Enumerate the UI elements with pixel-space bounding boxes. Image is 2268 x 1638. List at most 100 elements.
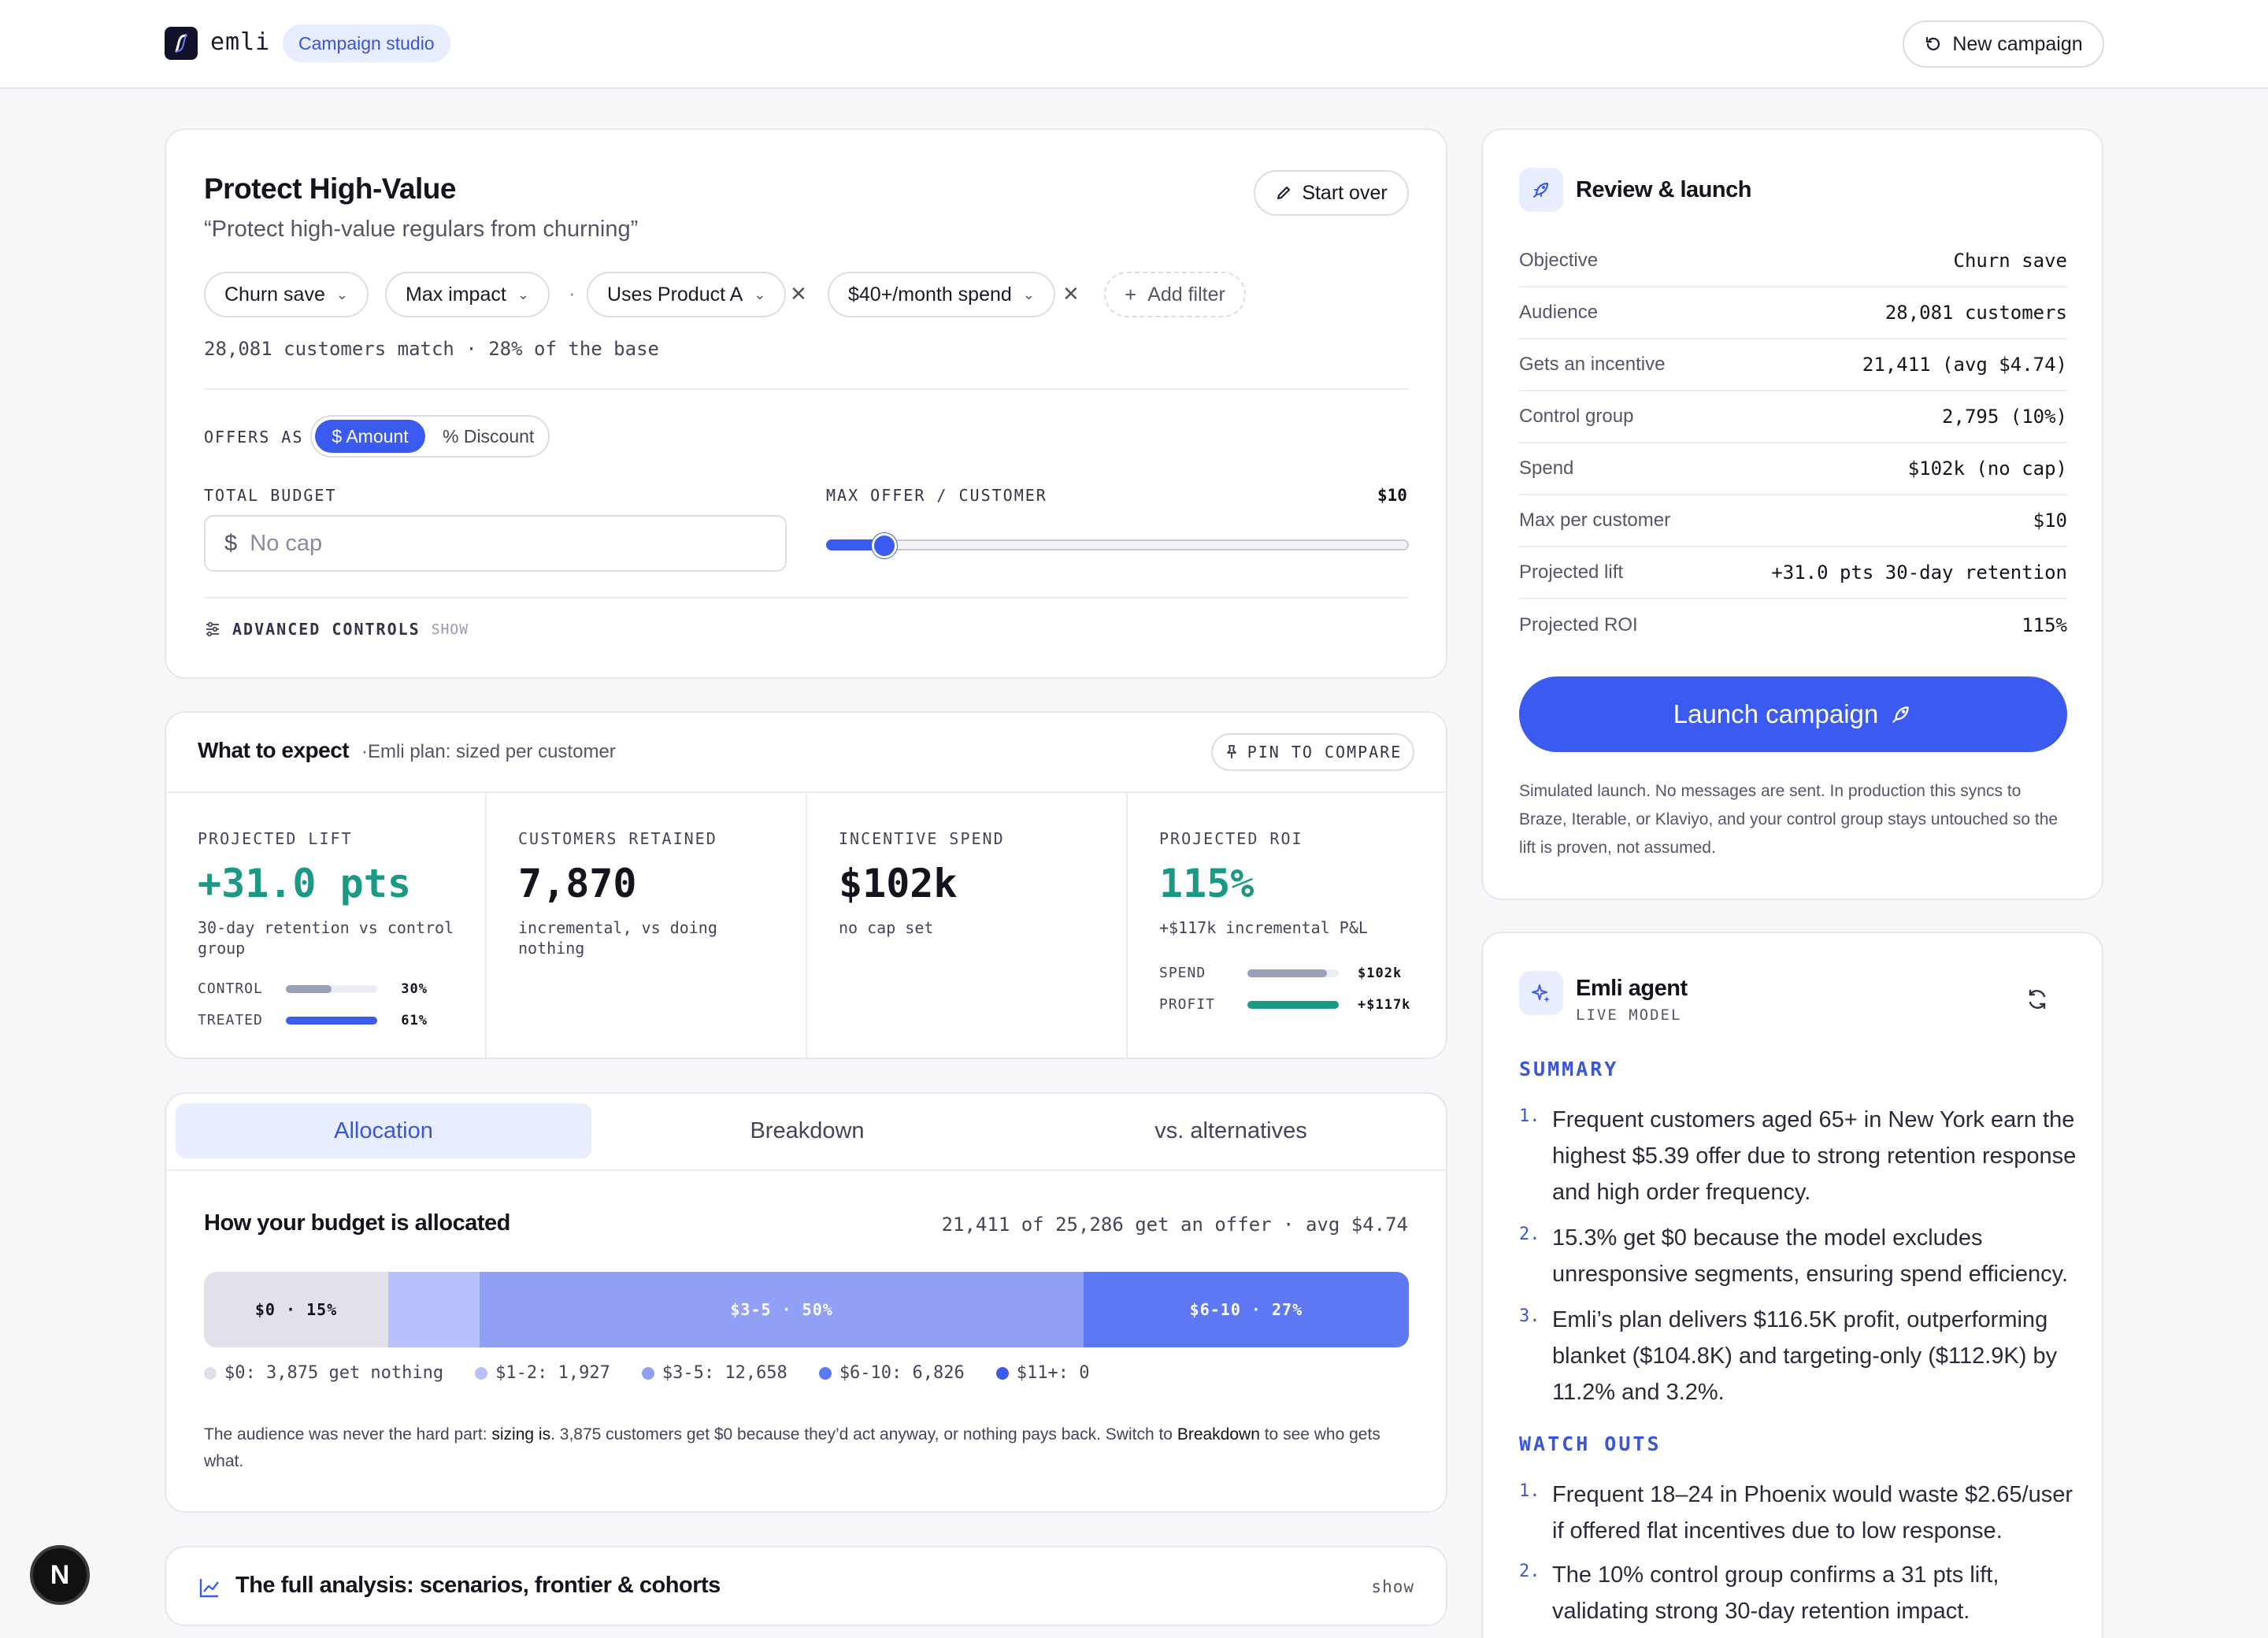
metric-description: no cap set xyxy=(839,918,934,937)
metric-label: PROJECTED LIFT xyxy=(198,829,353,848)
advanced-show-toggle[interactable]: SHOW xyxy=(431,621,469,638)
max-offer-slider-track[interactable] xyxy=(826,539,1409,550)
max-offer-slider-fill xyxy=(826,539,884,550)
tab-alternatives[interactable]: vs. alternatives xyxy=(1154,1118,1307,1143)
strategy-chip[interactable]: Max impact ⌄ xyxy=(385,272,550,317)
offers-as-label: OFFERS AS xyxy=(204,428,304,447)
item-text: 15.3% get $0 because the model excludes … xyxy=(1552,1225,2069,1287)
add-filter-label: Add filter xyxy=(1147,283,1225,306)
metric-label: PROJECTED ROI xyxy=(1159,829,1303,848)
refresh-icon[interactable] xyxy=(2025,987,2050,1012)
logo-icon xyxy=(175,34,187,53)
legend-item: $0: 3,875 get nothing xyxy=(204,1363,443,1383)
review-row: Spend $102k (no cap) xyxy=(1519,443,2067,495)
brand-name: emli xyxy=(210,28,271,56)
launch-campaign-button[interactable]: Launch campaign xyxy=(1519,676,2067,752)
item-text: Emli’s plan delivers $116.5K profit, out… xyxy=(1552,1307,2058,1405)
pin-icon xyxy=(1226,745,1236,758)
emli-agent-card: Emli agent LIVE MODEL SUMMARY 1. Frequen… xyxy=(1481,932,2103,1638)
bar-label: SPEND xyxy=(1159,965,1206,981)
summary-item: 1. Frequent customers aged 65+ in New Yo… xyxy=(1519,1102,2078,1210)
item-number: 1. xyxy=(1519,1481,1540,1501)
emli-logo[interactable] xyxy=(165,27,198,60)
bar-value: 61% xyxy=(401,1012,428,1028)
review-row: Control group 2,795 (10%) xyxy=(1519,391,2067,443)
review-title: Review & launch xyxy=(1576,177,1751,202)
new-campaign-label: New campaign xyxy=(1952,32,2083,55)
studio-badge: Campaign studio xyxy=(283,24,450,62)
control-bar-fill xyxy=(286,984,332,993)
bar-track xyxy=(1247,969,1339,977)
item-number: 2. xyxy=(1519,1225,1540,1244)
objective-chip[interactable]: Churn save ⌄ xyxy=(204,272,369,317)
watch-outs-heading: WATCH OUTS xyxy=(1519,1432,1662,1455)
launch-note: Simulated launch. No messages are sent. … xyxy=(1519,782,2059,857)
discount-option[interactable]: % Discount xyxy=(443,426,535,447)
summary-item: 2. 15.3% get $0 because the model exclud… xyxy=(1519,1220,2078,1292)
advanced-controls-label: ADVANCED CONTROLS xyxy=(232,620,421,639)
filter-chip-product[interactable]: Uses Product A ⌄ xyxy=(587,272,787,317)
advanced-controls-toggle[interactable]: ADVANCED CONTROLS SHOW xyxy=(204,620,469,639)
allocation-segment[interactable]: $3-5 · 50% xyxy=(480,1272,1084,1347)
analysis-title: The full analysis: scenarios, frontier &… xyxy=(235,1573,721,1598)
item-text: Frequent 18–24 in Phoenix would waste $2… xyxy=(1552,1482,2073,1544)
tab-breakdown[interactable]: Breakdown xyxy=(750,1118,865,1143)
max-offer-slider-thumb[interactable] xyxy=(872,533,897,558)
metric-description: incremental, vs doing nothing xyxy=(518,918,717,958)
chart-line-icon xyxy=(199,1579,219,1598)
tab-allocation[interactable]: Allocation xyxy=(176,1103,591,1158)
legend-label: $3-5: 12,658 xyxy=(662,1363,788,1383)
expectations-card: What to expect ·Emli plan: sized per cus… xyxy=(165,711,1447,1059)
offer-mode-toggle: $ Amount % Discount xyxy=(310,415,550,458)
review-value: +31.0 pts 30-day retention xyxy=(1771,561,2067,584)
allocation-segment[interactable] xyxy=(388,1272,480,1347)
review-value: Churn save xyxy=(1953,250,2068,272)
summary-heading: SUMMARY xyxy=(1519,1058,1619,1080)
pencil-icon xyxy=(1277,187,1291,199)
legend-swatch xyxy=(995,1366,1009,1380)
remove-filter-icon[interactable]: ✕ xyxy=(790,282,807,306)
metric-value: 7,870 xyxy=(518,861,637,906)
review-row: Objective Churn save xyxy=(1519,235,2067,287)
rocket-icon xyxy=(1892,706,1910,723)
add-filter-button[interactable]: + Add filter xyxy=(1104,272,1246,317)
metric-label: CUSTOMERS RETAINED xyxy=(518,829,717,848)
watch-item: 1. Frequent 18–24 in Phoenix would waste… xyxy=(1519,1477,2078,1549)
item-number: 3. xyxy=(1519,1306,1540,1326)
max-offer-label: MAX OFFER / CUSTOMER xyxy=(826,486,1047,505)
review-value: $102k (no cap) xyxy=(1907,458,2067,480)
agent-title: Emli agent xyxy=(1576,976,1688,1001)
summary-item: 3. Emli’s plan delivers $116.5K profit, … xyxy=(1519,1302,2078,1410)
dev-tools-badge[interactable]: N xyxy=(30,1545,90,1605)
separator-dot: · xyxy=(569,281,576,305)
start-over-label: Start over xyxy=(1302,181,1388,204)
breakdown-link[interactable]: Breakdown xyxy=(1177,1425,1260,1443)
chevron-down-icon: ⌄ xyxy=(335,286,348,302)
pin-to-compare-button[interactable]: PIN TO COMPARE xyxy=(1211,733,1414,771)
new-campaign-button[interactable]: New campaign xyxy=(1903,20,2104,68)
profit-bar-row: PROFIT +$117k xyxy=(1159,996,1411,1013)
start-over-button[interactable]: Start over xyxy=(1254,170,1409,216)
legend-label: $1-2: 1,927 xyxy=(495,1363,610,1383)
full-analysis-card[interactable]: The full analysis: scenarios, frontier &… xyxy=(165,1546,1447,1626)
analysis-show-toggle[interactable]: show xyxy=(1371,1577,1414,1596)
filter-chip-spend[interactable]: $40+/month spend ⌄ xyxy=(828,272,1055,317)
allocation-card: Allocation Breakdown vs. alternatives Ho… xyxy=(165,1092,1447,1513)
metric-incentive-spend: INCENTIVE SPEND $102k no cap set xyxy=(807,793,1128,1058)
total-budget-input[interactable]: $ No cap xyxy=(204,515,787,572)
pin-label: PIN TO COMPARE xyxy=(1247,743,1403,762)
allocation-segment[interactable]: $0 · 15% xyxy=(204,1272,389,1347)
allocation-segment[interactable]: $6-10 · 27% xyxy=(1083,1272,1409,1347)
treated-bar-row: TREATED 61% xyxy=(198,1012,428,1028)
remove-filter-icon[interactable]: ✕ xyxy=(1062,282,1080,306)
legend-swatch xyxy=(818,1366,832,1380)
review-key: Control group xyxy=(1519,406,1634,427)
bar-value: +$117k xyxy=(1358,996,1411,1013)
budget-placeholder: No cap xyxy=(250,531,323,556)
amount-option[interactable]: $ Amount xyxy=(315,420,425,453)
total-budget-label: TOTAL BUDGET xyxy=(204,486,337,505)
chevron-down-icon: ⌄ xyxy=(517,286,529,302)
expect-title: What to expect xyxy=(198,738,350,762)
note-emphasis: sizing is xyxy=(491,1425,551,1443)
rocket-icon xyxy=(1519,168,1563,212)
